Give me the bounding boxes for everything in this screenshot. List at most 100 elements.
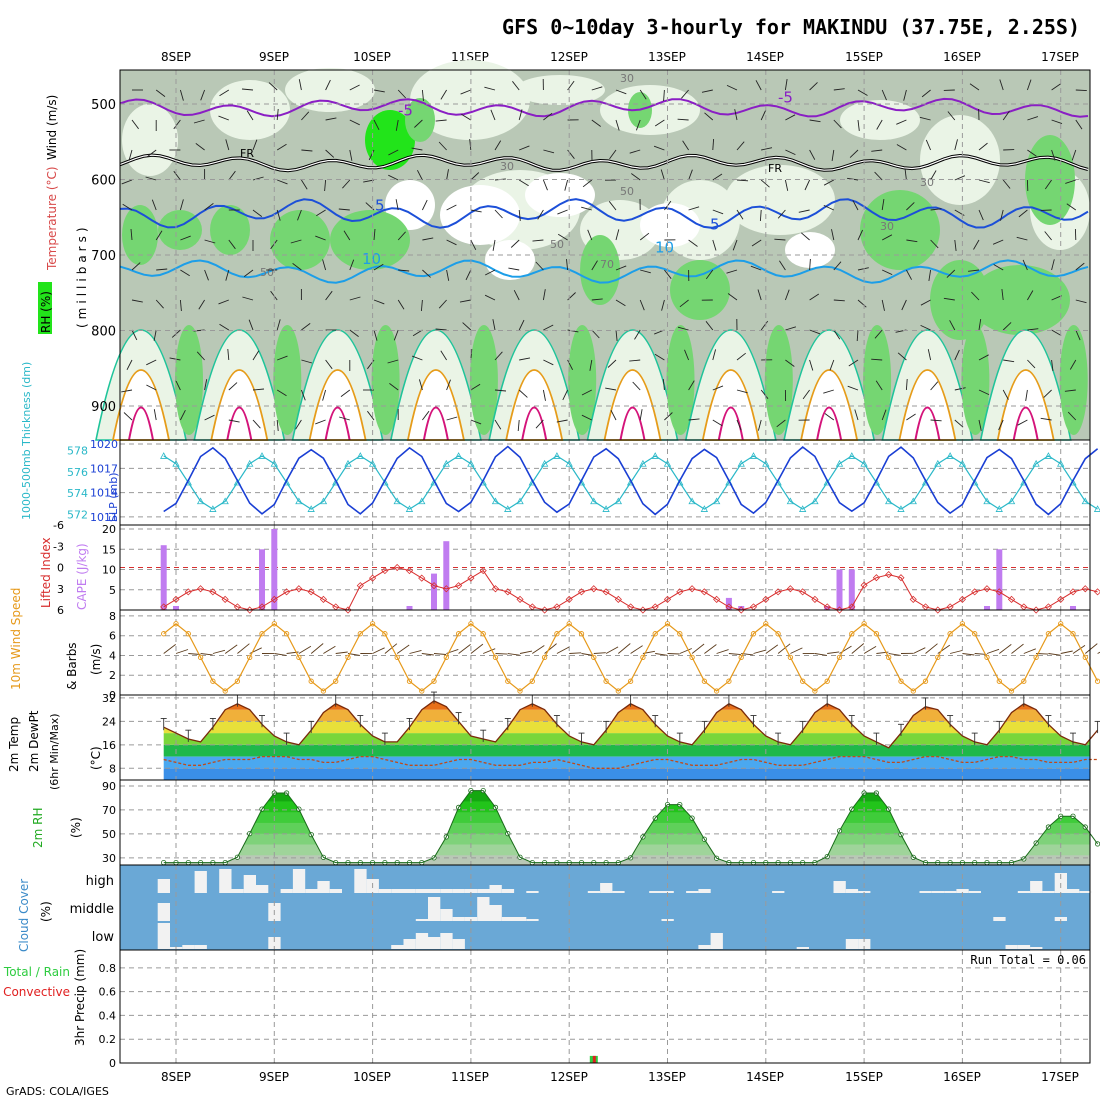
wind-barb xyxy=(542,389,546,401)
thickness-point xyxy=(835,459,844,467)
wind-barb xyxy=(947,111,956,121)
wind-tick-label: 0 xyxy=(109,689,116,702)
cloud-block xyxy=(1067,889,1080,893)
pressure-tick-label: 600 xyxy=(91,173,116,188)
wind-barb-10m xyxy=(814,653,827,656)
wind-barb-10m xyxy=(1048,653,1061,656)
thickness-point xyxy=(356,452,364,459)
slp-tick-label: 1014 xyxy=(90,487,118,500)
wind-barb xyxy=(518,179,529,187)
wind-barb xyxy=(349,119,360,126)
wind-barb xyxy=(218,299,229,305)
wind-barb xyxy=(978,209,984,221)
thickness-point xyxy=(983,497,991,505)
li-point xyxy=(799,588,807,596)
cloud-block xyxy=(243,875,256,893)
thickness-point xyxy=(1007,497,1016,505)
wind-barb xyxy=(461,113,472,121)
thickness-point xyxy=(270,459,278,467)
rh-very-dry-patch xyxy=(440,185,520,245)
wind-barb xyxy=(823,204,834,211)
thickness-point xyxy=(762,459,770,467)
hot-contour xyxy=(521,406,548,441)
wind-barb xyxy=(179,299,182,312)
thickness-point xyxy=(319,497,328,505)
wind-barb xyxy=(301,111,310,121)
wind-barb xyxy=(712,239,717,251)
chart-title: GFS 0~10day 3-hourly for MAKINDU (37.75E… xyxy=(502,15,1080,39)
wind-barb xyxy=(679,299,689,308)
cloud-block xyxy=(833,881,846,893)
wind-speed-line xyxy=(163,623,1099,692)
wind-barb xyxy=(156,268,168,271)
wind-barb-10m xyxy=(556,646,570,654)
date-label: 13SEP xyxy=(648,1070,686,1084)
pressure-tick-label: 500 xyxy=(91,98,116,113)
wind-barb-10m xyxy=(593,652,606,654)
wind-barb xyxy=(301,359,313,364)
wind-barb xyxy=(418,379,423,391)
wind-barb xyxy=(567,359,574,371)
wind-barb xyxy=(1027,149,1037,157)
wind-barb xyxy=(1002,322,1012,331)
wind-barb xyxy=(126,359,133,371)
rh-dry-patch xyxy=(515,75,605,105)
wind-barb xyxy=(677,118,689,121)
wind-barb xyxy=(492,239,496,251)
temp-band xyxy=(163,744,1090,757)
wind-barb xyxy=(373,263,384,271)
wind-barb xyxy=(435,119,447,122)
wind10m-speed-label: 10m Wind Speed xyxy=(9,588,23,690)
wind-barb-10m xyxy=(679,648,692,654)
cloud-block xyxy=(612,891,625,893)
cloud-block xyxy=(194,945,207,949)
wind-barb xyxy=(759,209,762,222)
wind-barb xyxy=(1002,110,1010,121)
wind-barb xyxy=(736,419,742,431)
wind-barb xyxy=(609,149,617,160)
wind-barb xyxy=(1069,359,1077,370)
wind-barb xyxy=(734,109,738,121)
wind-barb xyxy=(919,116,931,121)
wind-barb xyxy=(470,209,482,213)
wind-barb xyxy=(632,381,641,391)
wind-barb xyxy=(1027,328,1039,331)
wind-barb xyxy=(562,389,569,401)
wind-barb xyxy=(277,179,288,185)
temp-tick-label: 8 xyxy=(109,762,116,775)
wind-barb xyxy=(389,383,399,391)
date-label: 14SEP xyxy=(746,1070,784,1084)
wind-barb-10m xyxy=(753,649,766,654)
wind-barb xyxy=(227,348,230,361)
li-point xyxy=(909,595,917,603)
wind-barb xyxy=(750,265,762,271)
cape-bar xyxy=(259,549,265,610)
rh-contour-label: 30 xyxy=(880,220,894,233)
rh-dry-patch xyxy=(410,60,530,140)
wind-barb xyxy=(131,262,141,271)
precip-run-total: Run Total = 0.06 xyxy=(970,953,1086,967)
wind-barb xyxy=(663,89,665,102)
wind-barb xyxy=(349,84,360,91)
li-point xyxy=(983,585,991,593)
date-label: 17SEP xyxy=(1041,1070,1079,1084)
pressure-tick-label: 700 xyxy=(91,249,116,264)
temp2m-label-2: 2m DewPt xyxy=(27,710,41,772)
wind-barb xyxy=(809,82,818,91)
wind-barb xyxy=(349,149,353,161)
wind-barb xyxy=(123,412,133,421)
wind-barb xyxy=(712,419,723,427)
wind-barb xyxy=(921,89,931,98)
warm-contour xyxy=(996,369,1055,441)
upper-temp-label: Temperature (°C) xyxy=(45,166,59,271)
wind-barb xyxy=(881,409,887,421)
wind-barb xyxy=(785,359,795,367)
thickness-point xyxy=(786,497,795,505)
wind-barb xyxy=(920,299,931,306)
wind-barb xyxy=(761,147,773,151)
isotherm-10 xyxy=(119,259,1089,284)
wind-barb xyxy=(519,357,531,361)
wind-barb xyxy=(906,239,918,243)
wind-barb xyxy=(684,349,690,361)
wind-barb xyxy=(484,269,496,276)
